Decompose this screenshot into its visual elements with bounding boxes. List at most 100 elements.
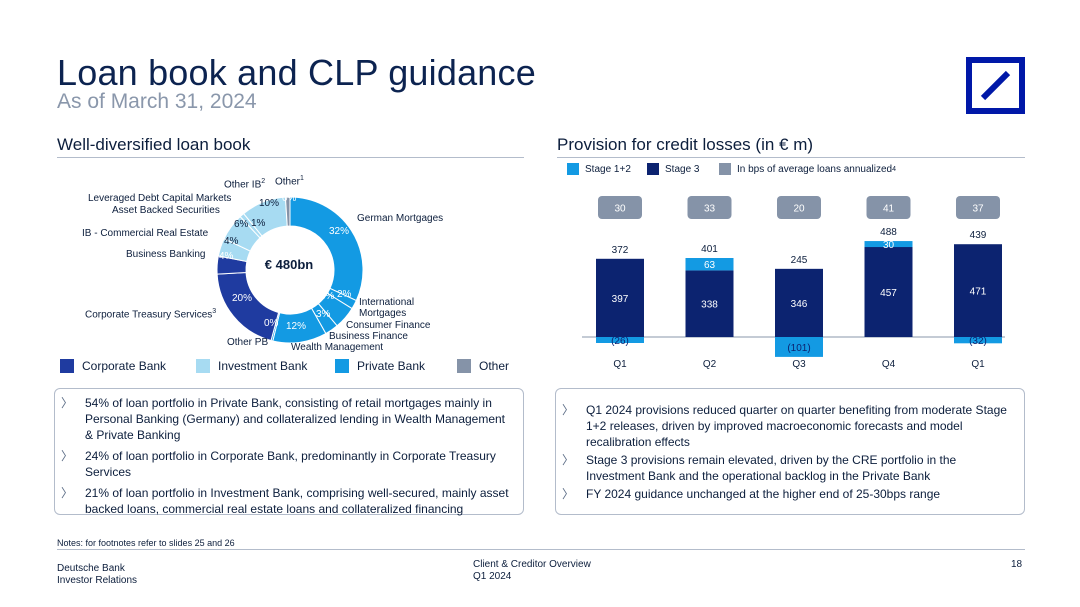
- slice-label-consumer-finance: 5%: [320, 291, 335, 302]
- bar-label-stage-1-2: (32): [969, 336, 987, 347]
- deutsche-bank-logo: [966, 57, 1025, 114]
- legend-corporate-bank: Corporate Bank: [60, 359, 196, 373]
- clp-legend: Stage 1+2 Stage 3 In bps of average loan…: [567, 163, 896, 175]
- bps-badge-label: 33: [704, 204, 716, 215]
- label-other-ib: Other IB2: [224, 178, 266, 191]
- legend-swatch: [647, 163, 659, 175]
- legend-investment-bank: Investment Bank: [196, 359, 335, 373]
- clp-commentary-box: 〉 Q1 2024 provisions reduced quarter on q…: [555, 388, 1025, 515]
- bar-label-stage-3: 338: [701, 300, 718, 311]
- legend-swatch: [335, 359, 349, 373]
- label-international-mortgages: International Mortgages: [359, 297, 415, 319]
- bar-total-label: 372: [612, 245, 629, 256]
- legend-bps: In bps of average loans annualized 4: [719, 163, 896, 175]
- label-abs: Asset Backed Securities: [112, 205, 220, 216]
- slice-label-international-mortgages: 2%: [337, 289, 352, 300]
- right-bullet: 〉 Stage 3 provisions remain elevated, dri…: [562, 453, 957, 483]
- x-tick-label: Q2: [703, 359, 717, 370]
- slice-label-wealth-management: 12%: [286, 321, 307, 332]
- clp-bar-chart: 397 (26) 372 30 Q1 338 63 401 33 Q2 346 (101) 245 20 Q…: [582, 196, 1005, 370]
- legend-swatch: [60, 359, 74, 373]
- loan-book-legend: Corporate Bank Investment Bank Private B…: [60, 359, 509, 373]
- left-bullet: 〉 54% of loan portfolio in Private Bank, …: [61, 396, 506, 442]
- bar-stage-3: [775, 268, 823, 337]
- x-tick-label: Q3: [792, 359, 806, 370]
- legend-swatch: [196, 359, 210, 373]
- right-section-title: Provision for credit losses (in € m): [557, 135, 814, 154]
- page-title: Loan book and CLP guidance: [57, 52, 536, 93]
- legend-swatch: [719, 163, 731, 175]
- bps-badge: [687, 196, 732, 219]
- label-german-mortgages: German Mortgages: [357, 213, 444, 224]
- chevron-right-icon: 〉: [562, 453, 575, 467]
- x-tick-label: Q1: [971, 359, 985, 370]
- footer-doc-title: Client & Creditor Overview: [473, 559, 591, 570]
- donut-slice-other: [284, 196, 291, 227]
- slice-label-abs: 6%: [234, 219, 249, 230]
- label-business-banking: Business Banking: [126, 249, 206, 260]
- right-bullet: 〉 Q1 2024 provisions reduced quarter on q…: [562, 403, 1007, 449]
- label-wealth-management: Wealth Management: [291, 342, 384, 353]
- bar-total-label: 401: [701, 244, 718, 255]
- bps-badge-label: 20: [793, 204, 805, 215]
- slice-label-business-finance: 3%: [316, 309, 331, 320]
- chevron-right-icon: 〉: [61, 486, 74, 500]
- footer-department: Investor Relations: [57, 575, 138, 586]
- right-bullet: 〉 FY 2024 guidance unchanged at the highe…: [562, 487, 941, 501]
- left-section-rule: [57, 157, 524, 158]
- bar-stage-1-2: [864, 241, 913, 248]
- donut-slice-german-mortgages: [289, 196, 364, 302]
- loan-book-donut-chart: [216, 196, 364, 344]
- label-other: Other1: [275, 175, 304, 188]
- label-ib-cre: IB - Commercial Real Estate: [82, 228, 209, 239]
- slice-label-german-mortgages: 32%: [329, 226, 350, 237]
- label-leveraged-debt: Leveraged Debt Capital Markets: [88, 193, 232, 204]
- bar-stage-3: [954, 244, 1002, 337]
- bar-total-label: 488: [880, 227, 897, 238]
- slice-label-business-banking: 4%: [219, 251, 234, 262]
- left-bullet: 〉 24% of loan portfolio in Corporate Bank…: [61, 449, 496, 479]
- label-other-pb: Other PB: [227, 337, 269, 348]
- bar-total-label: 439: [970, 230, 987, 241]
- chevron-right-icon: 〉: [562, 487, 575, 501]
- slice-label-other-pb: 0%: [264, 318, 279, 329]
- donut-slice-corporate-treasury-services: [216, 271, 280, 342]
- footer-company: Deutsche Bank: [57, 563, 125, 574]
- footer-rule: [57, 549, 1025, 550]
- bps-badge-label: 30: [614, 204, 626, 215]
- right-section-rule: [557, 157, 1025, 158]
- bar-stage-3: [596, 258, 644, 337]
- legend-other: Other: [457, 359, 509, 373]
- bar-stage-3: [864, 246, 913, 337]
- bar-label-stage-1-2: (101): [787, 343, 810, 354]
- legend-stage-1-2: Stage 1+2: [567, 163, 647, 175]
- label-corporate-treasury: Corporate Treasury Services3: [85, 308, 217, 321]
- slice-label-corporate-treasury: 20%: [232, 293, 253, 304]
- legend-private-bank: Private Bank: [335, 359, 457, 373]
- bps-badge-label: 37: [972, 204, 984, 215]
- legend-stage-3: Stage 3: [647, 163, 719, 175]
- bar-label-stage-3: 471: [970, 287, 987, 298]
- bar-label-stage-3: 457: [880, 288, 897, 299]
- bar-stage-3: [685, 270, 734, 337]
- bps-badge: [956, 196, 1000, 219]
- footer-period: Q1 2024: [473, 571, 512, 582]
- left-section-title: Well-diversified loan book: [57, 135, 251, 154]
- legend-swatch: [567, 163, 579, 175]
- loan-book-commentary-box: 〉 54% of loan portfolio in Private Bank, …: [54, 388, 524, 516]
- bar-stage-1-2: [685, 258, 734, 271]
- bar-stage-1-2: [954, 337, 1002, 344]
- slice-label-other: 0%: [282, 193, 297, 204]
- bar-total-label: 245: [791, 255, 808, 266]
- bps-badge: [598, 196, 642, 219]
- x-tick-label: Q4: [882, 359, 896, 370]
- left-bullet: 〉 21% of loan portfolio in Investment Ban…: [61, 486, 509, 516]
- bar-stage-1-2: [775, 337, 823, 357]
- bar-label-stage-3: 346: [791, 299, 808, 310]
- slice-label-leveraged-debt: 1%: [251, 218, 266, 229]
- bps-badge: [866, 196, 911, 219]
- footnotes: Notes: for footnotes refer to slides 25 …: [57, 538, 235, 548]
- x-tick-label: Q1: [613, 359, 627, 370]
- bar-stage-1-2: [596, 337, 644, 343]
- page-number: 18: [1011, 559, 1023, 570]
